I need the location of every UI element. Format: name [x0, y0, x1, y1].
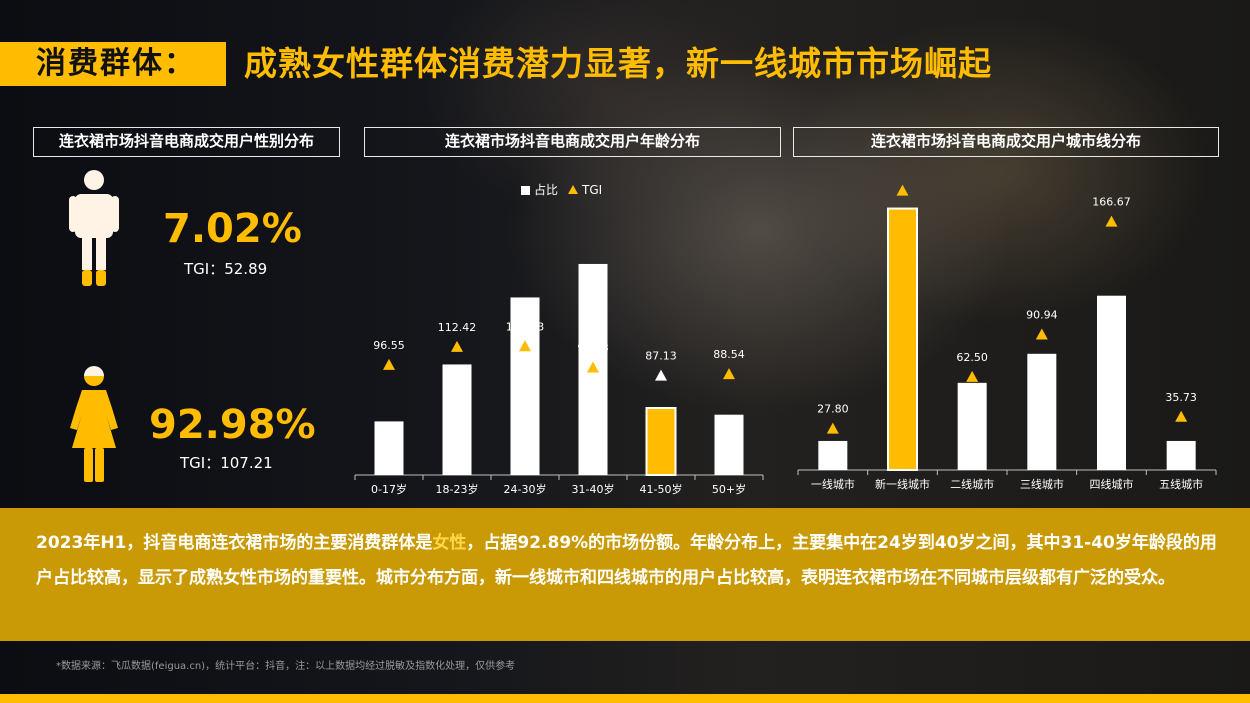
bar-24-30岁: [510, 297, 540, 475]
tgi-legend-swatch: [568, 185, 579, 194]
tgi-marker-50+岁: [723, 368, 735, 380]
tgi-marker-41-50岁: [655, 369, 667, 381]
age-panel-title: 连衣裙市场抖音电商成交用户年龄分布: [364, 127, 781, 157]
page-title: 成熟女性群体消费潜力显著，新一线城市市场崛起: [244, 44, 992, 83]
summary-part1: 2023年H1，抖音电商连衣裙市场的主要消费群体是: [36, 533, 433, 553]
category-label: 31-40岁: [572, 482, 615, 496]
category-label: 18-23岁: [436, 482, 479, 496]
category-label: 二线城市: [950, 477, 994, 491]
share-legend-swatch: [521, 186, 530, 195]
share-legend-label: 占比: [534, 183, 559, 197]
section-tag: 消费群体：: [0, 42, 226, 86]
category-label: 三线城市: [1020, 477, 1064, 491]
tgi-value-label: 90.94: [1026, 308, 1058, 321]
data-source-note: *数据来源：飞瓜数据(feigua.cn)，统计平台：抖音，注：以上数据均经过脱…: [56, 661, 516, 672]
bar-0-17岁: [374, 421, 404, 475]
summary-highlight: 女性: [432, 533, 467, 553]
bar-18-23岁: [442, 364, 472, 475]
female-tgi: TGI：107.21: [180, 454, 273, 472]
city-panel-title: 连衣裙市场抖音电商成交用户城市线分布: [793, 127, 1219, 157]
tgi-value-label: 27.80: [817, 403, 849, 416]
tgi-legend-label: TGI: [582, 183, 603, 197]
category-label: 新一线城市: [875, 477, 930, 491]
tgi-marker-二线城市: [966, 370, 979, 382]
bar-41-50岁: [645, 407, 677, 476]
tgi-value-label: 94.28: [577, 342, 609, 355]
tgi-value-label: 62.50: [956, 351, 988, 364]
tgi-marker-0-17岁: [383, 358, 395, 370]
category-label: 一线城市: [811, 477, 855, 491]
age-chart-legend: 占比 TGI: [521, 181, 602, 198]
tgi-value-label: 87.13: [645, 350, 677, 363]
tgi-marker-新一线城市: [896, 184, 909, 196]
tgi-marker-三线城市: [1035, 328, 1048, 340]
tgi-value-label: 96.55: [373, 339, 405, 352]
female-percentage: 92.98%: [149, 402, 316, 448]
tgi-value-label: 112.93: [506, 320, 545, 333]
category-label: 0-17岁: [371, 482, 407, 496]
tgi-value-label: 35.73: [1165, 391, 1197, 404]
tgi-marker-18-23岁: [451, 340, 463, 352]
category-label: 41-50岁: [640, 482, 683, 496]
bar-四线城市: [1097, 295, 1126, 470]
male-percentage: 7.02%: [163, 206, 302, 252]
bar-三线城市: [1027, 353, 1057, 470]
category-label: 24-30岁: [504, 482, 547, 496]
tgi-value-label: 88.54: [713, 348, 745, 361]
tgi-marker-五线城市: [1175, 410, 1188, 422]
city-bar-chart: 27.80 一线城市 187.50 新一线城市 62.50 二线城市 90.94 三线城市 16…: [797, 175, 1217, 491]
bottom-accent-bar: [0, 694, 1250, 703]
bar-五线城市: [1166, 440, 1196, 470]
summary-text: 2023年H1，抖音电商连衣裙市场的主要消费群体是女性，占据92.89%的市场份…: [0, 508, 1250, 641]
male-tgi: TGI：52.89: [184, 260, 268, 278]
bar-50+岁: [714, 414, 744, 475]
tgi-marker-31-40岁: [587, 361, 599, 373]
summary-part2: ，占据92.89%的市场份额。年龄分布上，主要集中在24岁到40岁之间，其中31…: [36, 533, 1217, 588]
category-label: 50+岁: [712, 482, 746, 496]
bar-二线城市: [957, 382, 987, 470]
tgi-marker-24-30岁: [519, 340, 531, 352]
tgi-value-label: 187.50: [883, 175, 922, 178]
tgi-value-label: 166.67: [1092, 196, 1131, 209]
tgi-marker-一线城市: [826, 422, 839, 434]
category-label: 五线城市: [1159, 477, 1203, 491]
age-bar-chart: 96.55 0-17岁 112.42 18-23岁 112.93 24-30岁 94.28 3…: [354, 263, 764, 496]
bar-新一线城市: [887, 207, 918, 472]
gender-panel-title: 连衣裙市场抖音电商成交用户性别分布: [33, 127, 340, 157]
male-figure-icon: [69, 170, 119, 286]
tgi-marker-四线城市: [1105, 215, 1118, 227]
tgi-value-label: 112.42: [438, 321, 477, 334]
female-figure-icon: [70, 366, 118, 482]
bar-一线城市: [818, 440, 848, 470]
category-label: 四线城市: [1090, 477, 1134, 491]
